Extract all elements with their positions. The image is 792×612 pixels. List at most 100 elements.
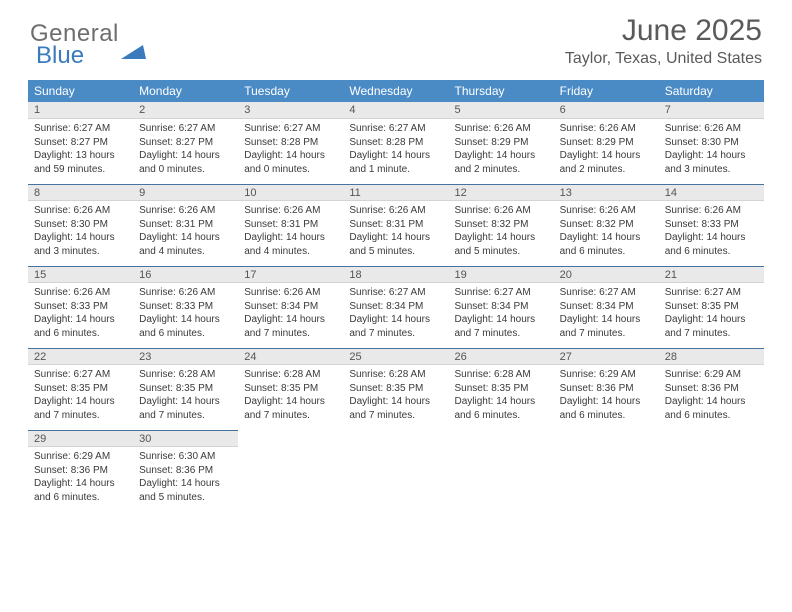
day-number: 27 bbox=[554, 348, 659, 365]
sunrise-label: Sunrise: bbox=[139, 123, 178, 134]
day-number-row: 891011121314 bbox=[28, 184, 764, 201]
daylight-label: Daylight: bbox=[665, 314, 707, 325]
calendar-grid: Sunday Monday Tuesday Wednesday Thursday… bbox=[28, 80, 764, 512]
page-header: General Blue June 2025 Taylor, Texas, Un… bbox=[0, 0, 792, 80]
day-detail: Sunrise: 6:27 AMSunset: 8:35 PMDaylight:… bbox=[28, 365, 133, 430]
day-number: 1 bbox=[28, 102, 133, 119]
sunset-value: 8:32 PM bbox=[491, 219, 528, 230]
sunrise-label: Sunrise: bbox=[34, 287, 73, 298]
daylight-label: Daylight: bbox=[665, 396, 707, 407]
sunrise-value: 6:29 AM bbox=[704, 369, 741, 380]
sunset-label: Sunset: bbox=[455, 301, 492, 312]
sunrise-label: Sunrise: bbox=[244, 123, 283, 134]
sunrise-value: 6:26 AM bbox=[284, 205, 321, 216]
daylight-label: Daylight: bbox=[244, 314, 286, 325]
sunset-value: 8:33 PM bbox=[71, 301, 108, 312]
sunset-value: 8:36 PM bbox=[701, 383, 738, 394]
day-detail bbox=[659, 447, 764, 512]
sunrise-value: 6:26 AM bbox=[599, 205, 636, 216]
day-detail bbox=[449, 447, 554, 512]
sunset-label: Sunset: bbox=[139, 137, 176, 148]
sunset-value: 8:35 PM bbox=[491, 383, 528, 394]
weekday-header: Wednesday bbox=[343, 80, 448, 102]
daylight-label: Daylight: bbox=[139, 396, 181, 407]
sunset-value: 8:35 PM bbox=[386, 383, 423, 394]
daylight-label: Daylight: bbox=[455, 314, 497, 325]
daylight-label: Daylight: bbox=[349, 396, 391, 407]
sunset-label: Sunset: bbox=[139, 465, 176, 476]
day-detail: Sunrise: 6:26 AMSunset: 8:31 PMDaylight:… bbox=[238, 201, 343, 266]
daylight-label: Daylight: bbox=[244, 150, 286, 161]
sunrise-value: 6:26 AM bbox=[704, 123, 741, 134]
sunset-value: 8:34 PM bbox=[596, 301, 633, 312]
sunset-label: Sunset: bbox=[244, 301, 281, 312]
day-number bbox=[449, 430, 554, 447]
sunset-label: Sunset: bbox=[139, 219, 176, 230]
sunset-label: Sunset: bbox=[349, 301, 386, 312]
weekday-header: Saturday bbox=[659, 80, 764, 102]
sunrise-label: Sunrise: bbox=[34, 205, 73, 216]
daylight-label: Daylight: bbox=[560, 150, 602, 161]
day-number-row: 2930 bbox=[28, 430, 764, 447]
day-number: 16 bbox=[133, 266, 238, 283]
day-body-row: Sunrise: 6:29 AMSunset: 8:36 PMDaylight:… bbox=[28, 447, 764, 512]
day-detail: Sunrise: 6:27 AMSunset: 8:35 PMDaylight:… bbox=[659, 283, 764, 348]
daylight-label: Daylight: bbox=[139, 314, 181, 325]
sunset-value: 8:32 PM bbox=[596, 219, 633, 230]
sunset-value: 8:36 PM bbox=[71, 465, 108, 476]
day-number: 6 bbox=[554, 102, 659, 119]
day-detail bbox=[343, 447, 448, 512]
sunrise-value: 6:28 AM bbox=[284, 369, 321, 380]
sunset-value: 8:35 PM bbox=[176, 383, 213, 394]
sunset-label: Sunset: bbox=[349, 137, 386, 148]
sunrise-value: 6:26 AM bbox=[284, 287, 321, 298]
sunset-value: 8:36 PM bbox=[176, 465, 213, 476]
sunrise-value: 6:27 AM bbox=[704, 287, 741, 298]
day-number bbox=[659, 430, 764, 447]
sunset-value: 8:35 PM bbox=[71, 383, 108, 394]
day-detail bbox=[238, 447, 343, 512]
day-detail: Sunrise: 6:28 AMSunset: 8:35 PM Daylight:… bbox=[343, 365, 448, 430]
day-body-row: Sunrise: 6:27 AMSunset: 8:27 PMDaylight:… bbox=[28, 119, 764, 184]
sunrise-label: Sunrise: bbox=[349, 369, 388, 380]
sunrise-label: Sunrise: bbox=[349, 123, 388, 134]
sunrise-label: Sunrise: bbox=[560, 287, 599, 298]
sunrise-value: 6:27 AM bbox=[494, 287, 531, 298]
sunset-label: Sunset: bbox=[244, 383, 281, 394]
sunset-label: Sunset: bbox=[349, 219, 386, 230]
day-number: 20 bbox=[554, 266, 659, 283]
sunrise-value: 6:26 AM bbox=[494, 205, 531, 216]
day-number: 30 bbox=[133, 430, 238, 447]
sunset-value: 8:33 PM bbox=[176, 301, 213, 312]
day-number-row: 22232425262728 bbox=[28, 348, 764, 365]
day-detail: Sunrise: 6:26 AMSunset: 8:31 PMDaylight:… bbox=[343, 201, 448, 266]
title-block: June 2025 Taylor, Texas, United States bbox=[565, 14, 762, 68]
sunrise-value: 6:28 AM bbox=[389, 369, 426, 380]
daylight-label: Daylight: bbox=[34, 478, 76, 489]
weekday-header: Monday bbox=[133, 80, 238, 102]
sunset-label: Sunset: bbox=[665, 301, 702, 312]
sunset-value: 8:28 PM bbox=[386, 137, 423, 148]
sunrise-label: Sunrise: bbox=[34, 451, 73, 462]
day-detail: Sunrise: 6:29 AMSunset: 8:36 PMDaylight:… bbox=[28, 447, 133, 512]
sunrise-value: 6:28 AM bbox=[494, 369, 531, 380]
sunset-label: Sunset: bbox=[349, 383, 386, 394]
sunrise-label: Sunrise: bbox=[244, 205, 283, 216]
sunset-value: 8:34 PM bbox=[281, 301, 318, 312]
day-number: 15 bbox=[28, 266, 133, 283]
sunset-value: 8:33 PM bbox=[701, 219, 738, 230]
sunset-label: Sunset: bbox=[244, 137, 281, 148]
daylight-label: Daylight: bbox=[455, 150, 497, 161]
sunset-value: 8:34 PM bbox=[386, 301, 423, 312]
daylight-label: Daylight: bbox=[349, 314, 391, 325]
day-detail: Sunrise: 6:28 AMSunset: 8:35 PMDaylight:… bbox=[238, 365, 343, 430]
sunrise-label: Sunrise: bbox=[455, 123, 494, 134]
day-detail: Sunrise: 6:26 AMSunset: 8:30 PMDaylight:… bbox=[659, 119, 764, 184]
day-detail bbox=[554, 447, 659, 512]
daylight-label: Daylight: bbox=[560, 396, 602, 407]
day-detail: Sunrise: 6:26 AMSunset: 8:32 PMDaylight:… bbox=[449, 201, 554, 266]
day-number: 12 bbox=[449, 184, 554, 201]
sunrise-label: Sunrise: bbox=[665, 123, 704, 134]
daylight-label: Daylight: bbox=[560, 232, 602, 243]
sunset-label: Sunset: bbox=[34, 137, 71, 148]
